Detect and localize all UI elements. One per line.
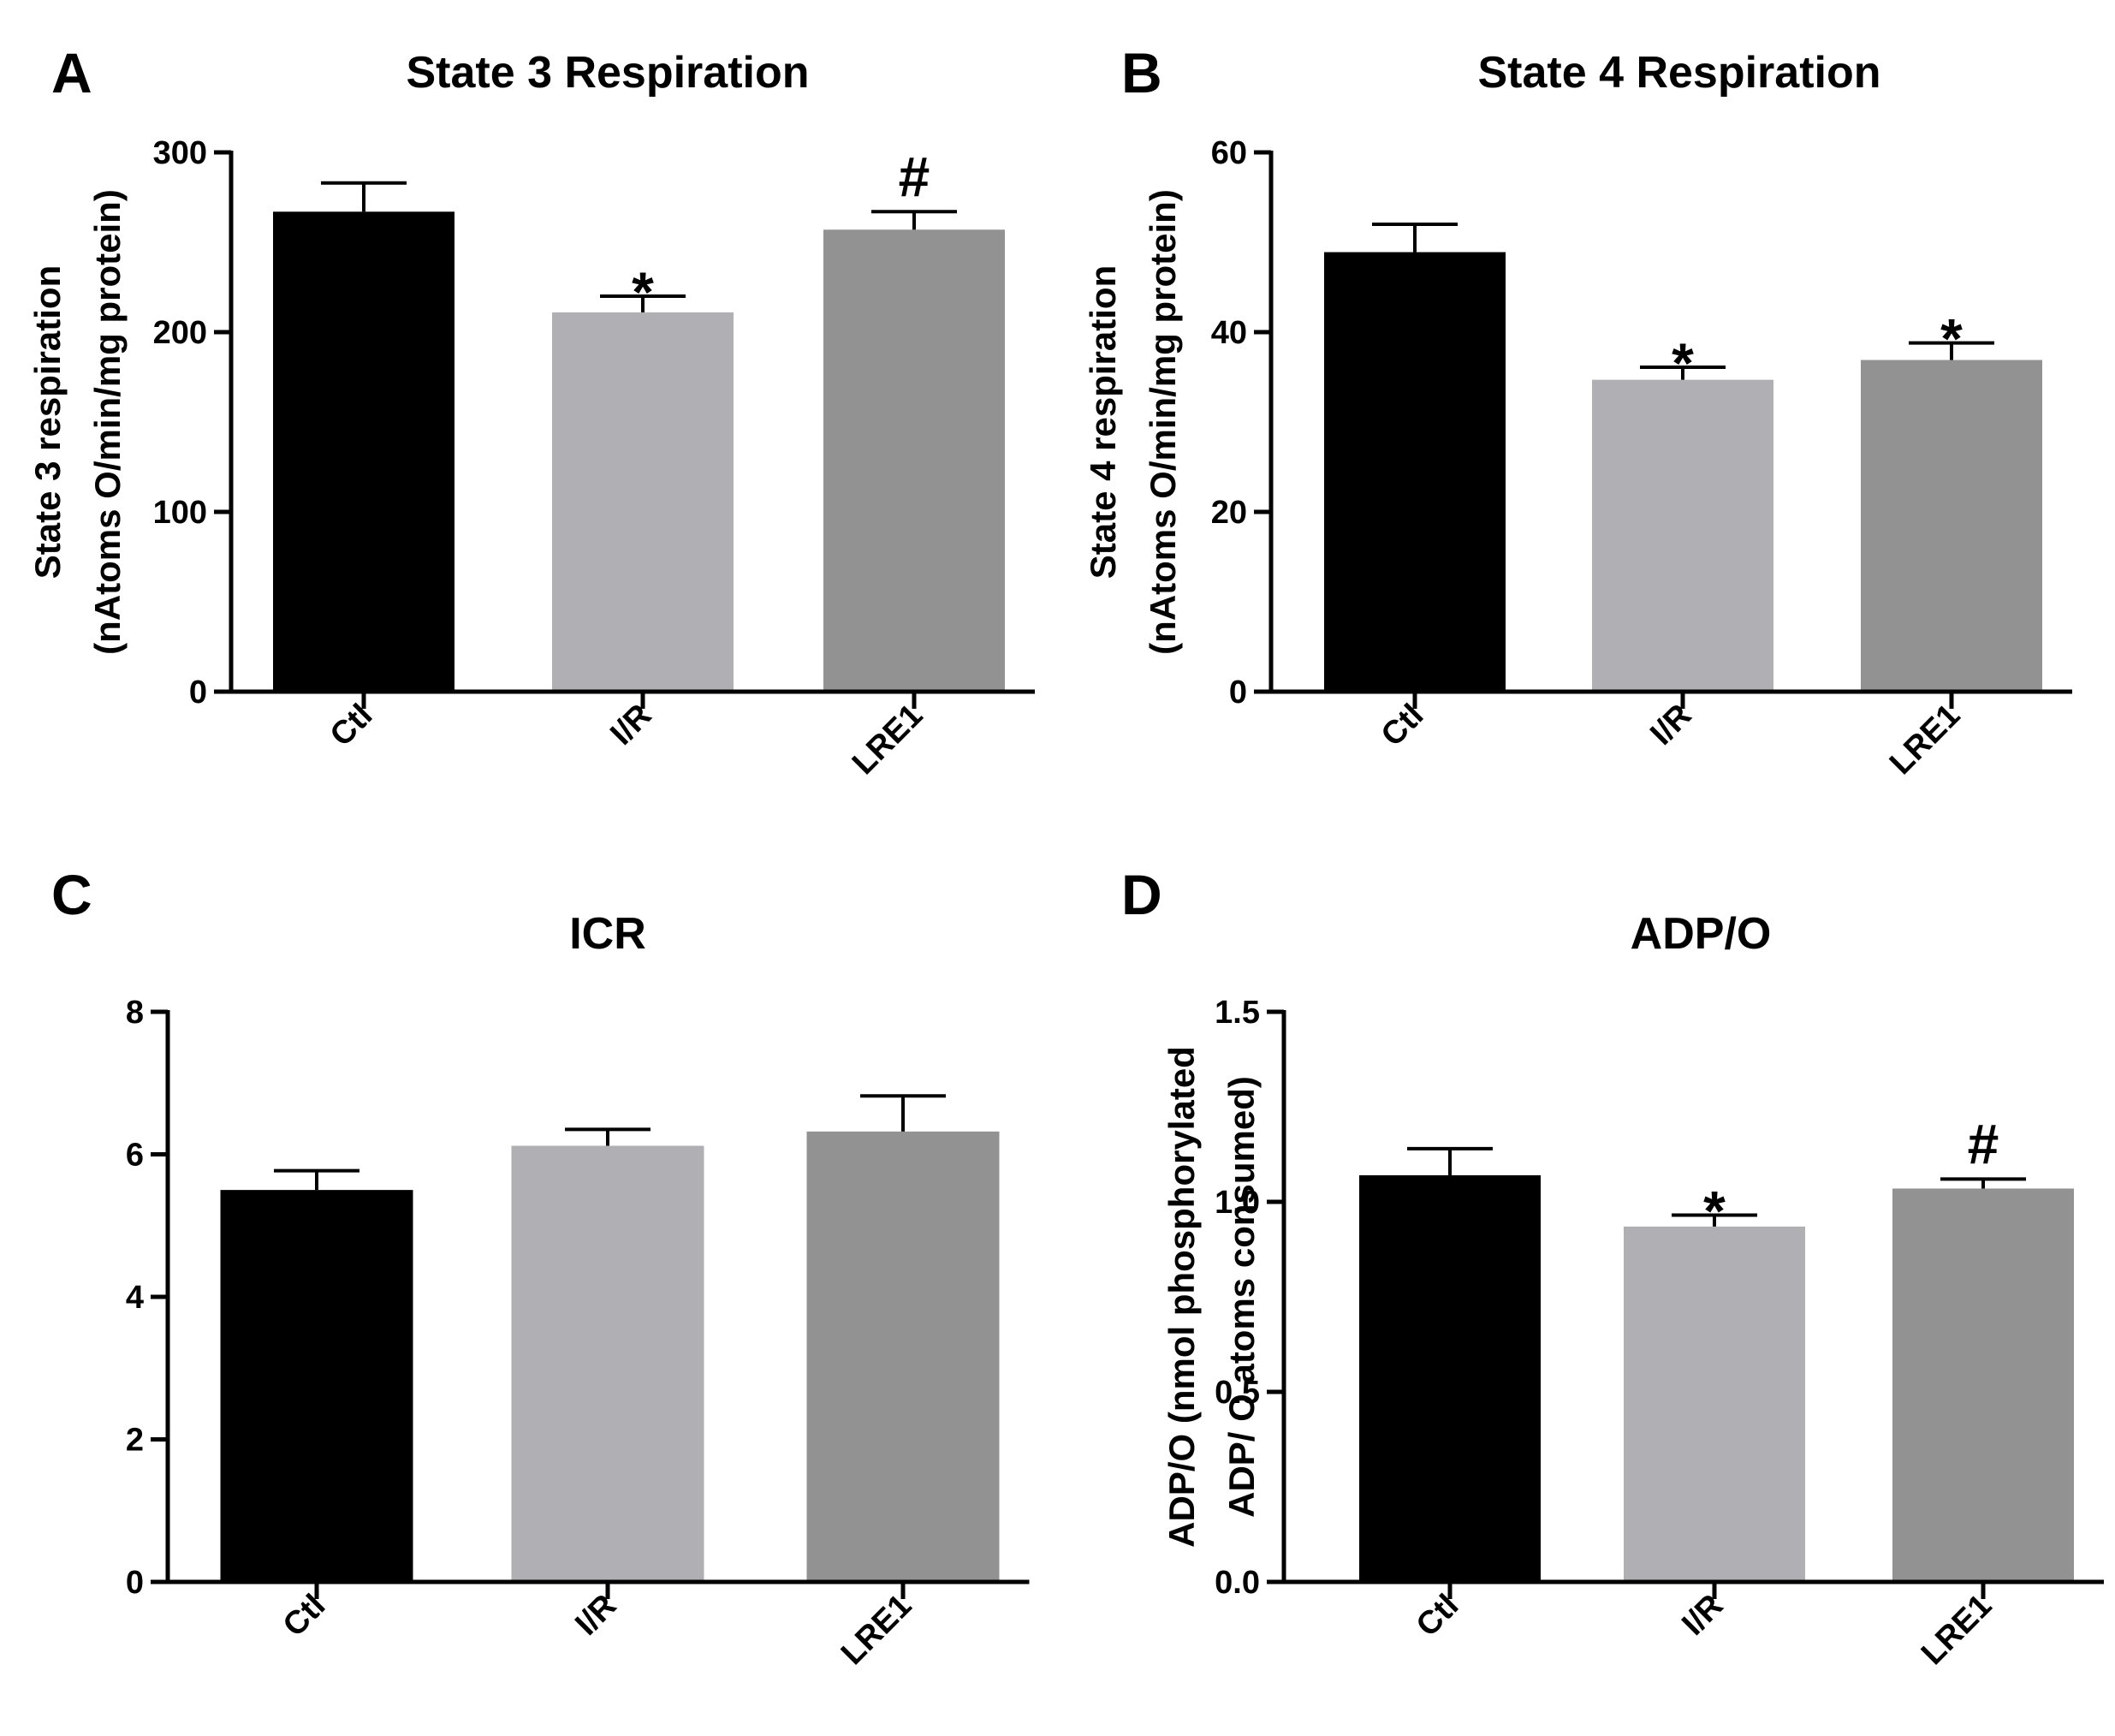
chart-panel-b: B State 4 Respiration * * 0 20 40 60 Ctl I/R LRE1 S… (1083, 41, 2072, 782)
x-tick-label: Ctl (324, 698, 380, 754)
y-tick-label: 0 (1229, 675, 1247, 710)
x-tick-label: I/R (1643, 698, 1698, 752)
chart-title: ICR (569, 909, 646, 959)
x-tick-label: LRE1 (835, 1588, 918, 1672)
x-tick-label: I/R (568, 1588, 623, 1643)
y-tick-label: 20 (1211, 495, 1247, 531)
bar-i-r (1592, 379, 1773, 692)
y-tick-label: 6 (126, 1138, 144, 1174)
significance-asterisk: * (1940, 307, 1963, 371)
panel-letter: C (51, 863, 92, 926)
chart-panel-a: A State 3 Respiration * #0 100 200 300 Ctl I/R LR… (27, 41, 1035, 782)
significance-hash: # (1968, 1112, 1999, 1175)
chart-panel-d: D ADP/O * #0.0 0.5 1.0 1.5 Ctl I/R LRE1 ADP/O (nmo… (1121, 863, 2104, 1672)
bar-lre1 (806, 1131, 1000, 1582)
x-tick-label: LRE1 (846, 698, 930, 782)
y-tick-label: 0 (189, 675, 207, 710)
y-tick-label: 60 (1211, 135, 1247, 171)
y-axis-label: (nAtoms O/min/mg protein) (87, 189, 128, 655)
bar-lre1 (1892, 1188, 2074, 1582)
y-tick-label: 0.0 (1215, 1565, 1260, 1601)
bar-i-r (1624, 1226, 1805, 1582)
chart-title: ADP/O (1631, 909, 1772, 959)
bar-i-r (511, 1145, 704, 1582)
y-tick-label: 1.0 (1215, 1185, 1260, 1221)
x-tick-label: LRE1 (1915, 1588, 1999, 1672)
x-tick-label: I/R (603, 698, 658, 752)
y-tick-label: 8 (126, 995, 144, 1031)
y-tick-label: 100 (153, 495, 207, 531)
y-tick-label: 1.5 (1215, 995, 1260, 1031)
y-tick-label: 40 (1211, 315, 1247, 351)
y-tick-label: 2 (126, 1423, 144, 1459)
y-tick-label: 0 (126, 1565, 144, 1601)
bar-ctl (1359, 1174, 1541, 1582)
chart-title: State 4 Respiration (1477, 48, 1880, 98)
y-tick-label: 200 (153, 315, 207, 351)
y-axis-label: ADP/O (nmol phosphorylated (1161, 1046, 1202, 1548)
significance-asterisk: * (1703, 1180, 1726, 1243)
significance-asterisk: * (1672, 331, 1694, 395)
bar-lre1 (823, 229, 1005, 692)
bar-lre1 (1861, 360, 2042, 692)
y-axis-label: ADP/ O atoms consumed) (1221, 1076, 1262, 1518)
panel-letter: A (51, 41, 92, 104)
bar-ctl (1324, 252, 1506, 692)
y-tick-label: 4 (126, 1280, 144, 1316)
bar-i-r (552, 312, 734, 692)
significance-asterisk: * (632, 260, 654, 324)
x-tick-label: LRE1 (1883, 698, 1967, 782)
x-tick-label: I/R (1675, 1588, 1730, 1643)
y-axis-label: State 3 respiration (27, 265, 68, 579)
bar-ctl (273, 211, 454, 693)
chart-title: State 3 Respiration (406, 48, 809, 98)
y-tick-label: 300 (153, 135, 207, 171)
significance-hash: # (899, 145, 930, 208)
x-tick-label: Ctl (1410, 1588, 1466, 1644)
bar-ctl (220, 1190, 413, 1582)
panel-letter: B (1121, 41, 1162, 104)
panel-letter: D (1121, 863, 1162, 926)
y-axis-label: State 4 respiration (1083, 265, 1123, 579)
y-axis-label: (nAtoms O/min/mg protein) (1143, 189, 1183, 655)
chart-panel-c: C ICR 0 2 4 6 8 Ctl I/R LRE1 (51, 863, 1030, 1672)
y-tick-label: 0.5 (1215, 1375, 1260, 1411)
x-tick-label: Ctl (276, 1588, 333, 1644)
x-tick-label: Ctl (1375, 698, 1431, 754)
